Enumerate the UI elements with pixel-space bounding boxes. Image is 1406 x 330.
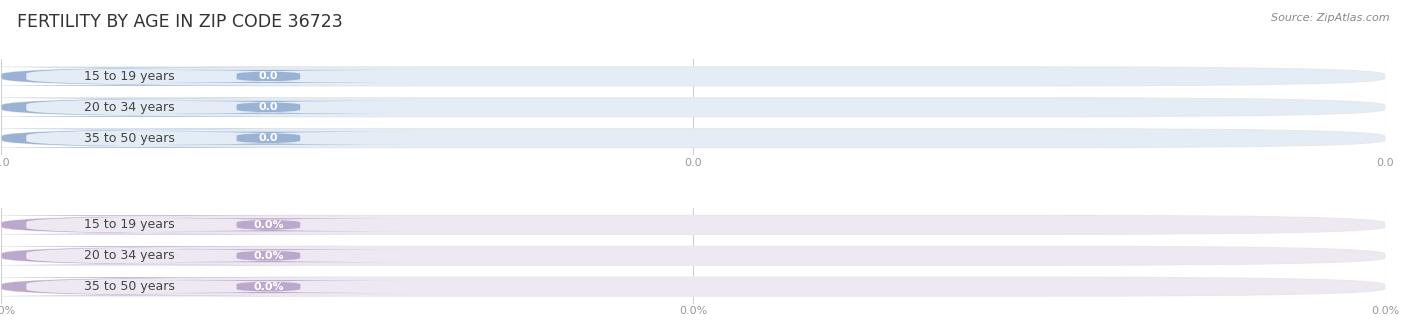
FancyBboxPatch shape xyxy=(0,129,304,147)
FancyBboxPatch shape xyxy=(1,277,1385,296)
Text: 15 to 19 years: 15 to 19 years xyxy=(84,70,174,83)
FancyBboxPatch shape xyxy=(121,218,416,231)
Text: 0.0: 0.0 xyxy=(259,102,278,112)
FancyBboxPatch shape xyxy=(121,132,416,145)
Text: 0.0%: 0.0% xyxy=(253,281,284,292)
FancyBboxPatch shape xyxy=(0,278,304,296)
FancyBboxPatch shape xyxy=(0,277,347,296)
FancyBboxPatch shape xyxy=(1,98,1385,117)
FancyBboxPatch shape xyxy=(1,129,1385,148)
Text: 35 to 50 years: 35 to 50 years xyxy=(84,132,174,145)
FancyBboxPatch shape xyxy=(0,98,304,116)
FancyBboxPatch shape xyxy=(121,70,416,83)
FancyBboxPatch shape xyxy=(1,67,1385,86)
Text: 15 to 19 years: 15 to 19 years xyxy=(84,218,174,231)
FancyBboxPatch shape xyxy=(121,101,416,114)
FancyBboxPatch shape xyxy=(0,67,347,86)
FancyBboxPatch shape xyxy=(0,129,347,148)
Text: 0.0: 0.0 xyxy=(259,133,278,143)
FancyBboxPatch shape xyxy=(0,98,347,117)
FancyBboxPatch shape xyxy=(121,280,416,293)
FancyBboxPatch shape xyxy=(0,215,347,234)
FancyBboxPatch shape xyxy=(121,249,416,262)
FancyBboxPatch shape xyxy=(0,216,304,234)
FancyBboxPatch shape xyxy=(1,246,1385,265)
Text: 0.0%: 0.0% xyxy=(253,220,284,230)
Text: 20 to 34 years: 20 to 34 years xyxy=(84,249,174,262)
FancyBboxPatch shape xyxy=(0,67,304,85)
Text: 0.0%: 0.0% xyxy=(253,251,284,261)
Text: 20 to 34 years: 20 to 34 years xyxy=(84,101,174,114)
FancyBboxPatch shape xyxy=(1,215,1385,234)
Text: 0.0: 0.0 xyxy=(259,71,278,82)
Text: Source: ZipAtlas.com: Source: ZipAtlas.com xyxy=(1271,13,1389,23)
FancyBboxPatch shape xyxy=(0,247,304,265)
Text: FERTILITY BY AGE IN ZIP CODE 36723: FERTILITY BY AGE IN ZIP CODE 36723 xyxy=(17,13,343,31)
Text: 35 to 50 years: 35 to 50 years xyxy=(84,280,174,293)
FancyBboxPatch shape xyxy=(0,246,347,265)
